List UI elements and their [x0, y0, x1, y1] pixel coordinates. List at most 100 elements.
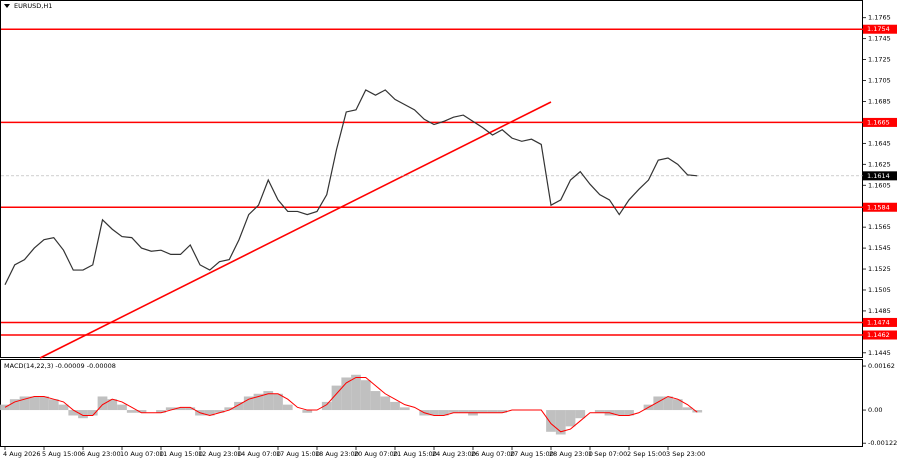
- x-tick-label: 21 Aug 15:00: [393, 450, 437, 458]
- y-tick-label: 1.1645: [868, 139, 891, 147]
- y-tick-label: 1.1565: [868, 223, 891, 231]
- macd-bar: [156, 410, 166, 413]
- macd-bar: [48, 399, 59, 411]
- macd-bar: [68, 410, 79, 416]
- macd-bar: [214, 410, 225, 413]
- macd-bar: [653, 396, 664, 411]
- macd-bar: [224, 407, 235, 411]
- level-label-box: [863, 330, 897, 340]
- y-tick-label: 0.00162: [868, 362, 895, 370]
- y-tick-label: 1.1445: [868, 349, 891, 357]
- macd-bar: [302, 410, 313, 413]
- macd-bar: [438, 410, 449, 416]
- macd-bar: [87, 410, 98, 416]
- macd-bar: [204, 410, 215, 416]
- macd-bar: [575, 410, 586, 419]
- macd-bar: [555, 410, 566, 435]
- level-label: 1.1665: [867, 118, 890, 126]
- last-price-box: [863, 171, 897, 181]
- level-label-box: [863, 202, 897, 212]
- macd-bar: [594, 410, 605, 413]
- level-label-box: [863, 117, 897, 127]
- y-tick-label: 1.1625: [868, 160, 891, 168]
- x-tick-label: 12 Aug 23:00: [198, 450, 242, 458]
- x-tick-label: 1 Sep 07:00: [588, 450, 627, 458]
- macd-bar: [29, 396, 40, 411]
- macd-bar: [399, 407, 410, 411]
- macd-bar: [341, 377, 352, 411]
- macd-bar: [477, 410, 488, 413]
- level-label: 1.1462: [867, 331, 890, 339]
- y-tick-label: 0.00: [868, 406, 882, 414]
- x-tick-label: 4 Aug 2026: [3, 450, 41, 458]
- last-price-label: 1.1614: [867, 172, 890, 180]
- macd-bar: [663, 396, 673, 411]
- macd-bar: [331, 385, 342, 411]
- macd-bar: [263, 391, 274, 411]
- signal-line: [4, 376, 698, 433]
- level-label-box: [863, 24, 897, 34]
- macd-bar: [97, 396, 108, 411]
- level-label: 1.1754: [867, 25, 890, 33]
- chart-title: EURUSD,H1: [14, 2, 52, 10]
- macd-bar: [107, 399, 118, 411]
- macd-bar: [614, 410, 625, 416]
- x-tick-label: 24 Aug 23:00: [432, 450, 476, 458]
- macd-bar: [78, 410, 88, 419]
- macd-bar: [253, 393, 264, 411]
- macd-bar: [165, 407, 176, 411]
- macd-bar: [117, 404, 127, 411]
- macd-bar: [692, 410, 703, 413]
- level-label: 1.1474: [867, 318, 890, 326]
- x-tick-label: 18 Aug 23:00: [315, 450, 359, 458]
- macd-bar: [19, 396, 30, 411]
- macd-bar: [429, 410, 439, 416]
- level-label: 1.1584: [867, 203, 890, 211]
- x-tick-label: 2 Sep 15:00: [627, 450, 666, 458]
- macd-panel-frame: [0, 359, 863, 447]
- macd-bar: [565, 410, 576, 427]
- macd-bar: [185, 407, 196, 411]
- y-tick-label: 1.1705: [868, 77, 891, 85]
- y-tick-label: 1.1745: [868, 35, 891, 43]
- macd-bar: [487, 410, 498, 413]
- price-line: [4, 89, 698, 286]
- macd-bar: [273, 393, 283, 411]
- y-tick-label: 1.1765: [868, 14, 891, 22]
- macd-bar: [175, 407, 186, 411]
- macd-bar: [243, 396, 254, 411]
- price-panel-frame: [0, 0, 863, 358]
- macd-bar: [234, 401, 244, 411]
- x-tick-label: 28 Aug 23:00: [549, 450, 593, 458]
- macd-bar: [380, 396, 391, 411]
- x-tick-label: 6 Aug 23:00: [81, 450, 121, 458]
- x-tick-label: 27 Aug 15:00: [510, 450, 554, 458]
- macd-bar: [370, 391, 381, 411]
- macd-bar: [672, 399, 683, 411]
- macd-bar: [9, 399, 20, 411]
- macd-bar: [39, 396, 49, 411]
- x-tick-label: 14 Aug 07:00: [237, 450, 281, 458]
- x-tick-label: 26 Aug 07:00: [471, 450, 515, 458]
- x-tick-label: 3 Sep 23:00: [666, 450, 705, 458]
- macd-bar: [624, 410, 634, 416]
- y-tick-label: 1.1725: [868, 56, 891, 64]
- macd-bar: [458, 410, 469, 413]
- x-tick-label: 11 Aug 15:00: [159, 450, 203, 458]
- macd-bar: [136, 410, 147, 413]
- macd-bar: [351, 374, 361, 411]
- x-tick-label: 17 Aug 15:00: [276, 450, 320, 458]
- y-tick-label: 1.1605: [868, 181, 891, 189]
- macd-bar: [497, 410, 508, 413]
- macd-bar: [390, 401, 400, 411]
- y-tick-label: -0.00122: [868, 439, 897, 447]
- macd-bar: [321, 401, 332, 411]
- x-tick-label: 20 Aug 07:00: [354, 450, 398, 458]
- title-marker: [4, 4, 10, 8]
- macd-bar: [682, 407, 693, 411]
- x-tick-label: 10 Aug 07:00: [120, 450, 164, 458]
- y-tick-label: 1.1545: [868, 244, 891, 252]
